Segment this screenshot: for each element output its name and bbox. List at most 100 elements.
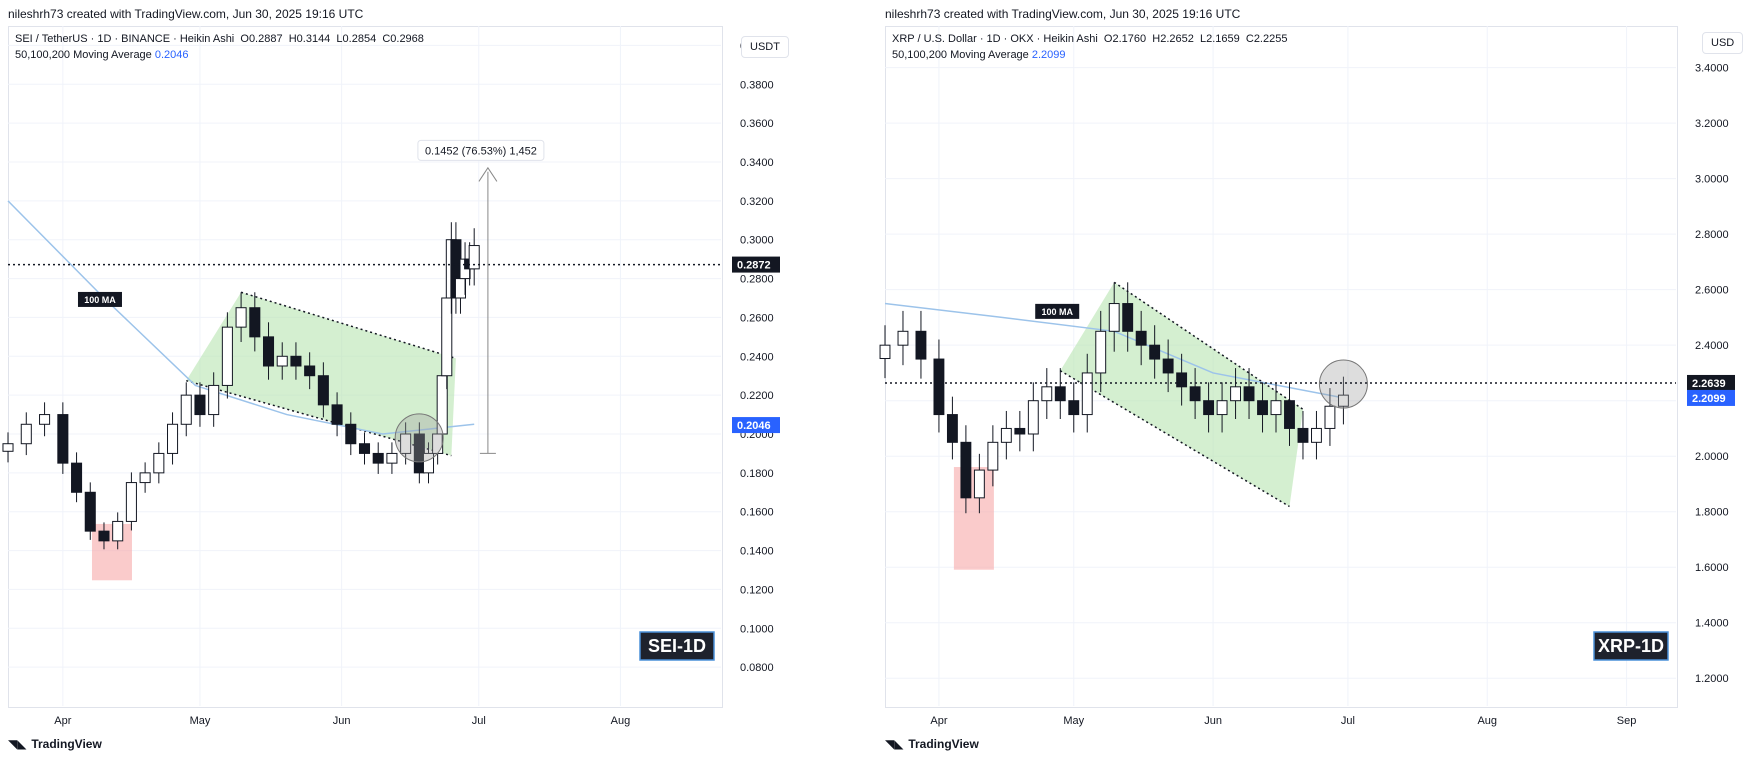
candle-body	[1324, 405, 1336, 429]
candle-body	[276, 355, 288, 367]
xrp-ma-legend[interactable]: 50,100,200 Moving Average 2.2099	[892, 49, 1066, 61]
candle-body	[153, 452, 165, 474]
candle-body	[84, 491, 96, 532]
y-tick-label: 0.2200	[740, 390, 774, 402]
candle-body	[441, 297, 453, 377]
candle-body	[386, 452, 398, 464]
candle-body	[946, 414, 958, 443]
y-tick-label: 0.1400	[740, 546, 774, 558]
breakout-circle	[1318, 359, 1368, 409]
candle-body	[1149, 344, 1161, 360]
candle-body	[1337, 394, 1349, 407]
y-tick-label: 0.1200	[740, 584, 774, 596]
y-tick-label: 3.2000	[1695, 118, 1729, 130]
ma-value: 2.2099	[1031, 49, 1066, 61]
x-tick-label: Jul	[472, 715, 486, 727]
sei-chart-svg[interactable]: 0.0800 0.1000 0.1200 0.1400 0.1600 0.1800 0.20…	[0, 0, 785, 765]
x-tick-label: Apr	[54, 715, 71, 727]
x-tick-label: Jul	[1341, 715, 1355, 727]
high-value: 2.2652	[1160, 33, 1194, 45]
candle-body	[1230, 386, 1242, 402]
candle-body	[290, 355, 302, 367]
symbol-text: SEI / TetherUS · 1D · BINANCE · Heikin A…	[15, 33, 235, 45]
candle-body	[317, 375, 329, 406]
candle-body	[1203, 400, 1215, 416]
candle-body	[39, 414, 51, 425]
candle-body	[304, 365, 316, 377]
candle-body	[1108, 303, 1120, 332]
y-tick-label: 0.3200	[740, 196, 774, 208]
candle-body	[1014, 427, 1026, 435]
symbol-text: XRP / U.S. Dollar · 1D · OKX · Heikin As…	[892, 33, 1098, 45]
candle-body	[1135, 330, 1147, 346]
candle-body	[139, 472, 151, 484]
y-tick-label: 1.6000	[1695, 562, 1729, 574]
y-tick-label: 1.2000	[1695, 673, 1729, 685]
ma-100-line	[7, 200, 475, 435]
tradingview-footer[interactable]: ◥◣ TradingView	[885, 737, 979, 751]
breakout-circle	[394, 413, 444, 463]
candle-body	[167, 423, 179, 454]
y-tick-label: 2.6000	[1695, 285, 1729, 297]
xrp-symbol-line: XRP / U.S. Dollar · 1D · OKX · Heikin As…	[892, 33, 1288, 45]
candle-body	[1000, 427, 1012, 443]
support-zone	[953, 467, 994, 570]
channel-lower-line	[186, 379, 452, 457]
watermark-bg	[1593, 631, 1669, 661]
x-tick-label: May	[1063, 715, 1084, 727]
y-tick-label: 2.4000	[1695, 340, 1729, 352]
candle-body	[400, 433, 412, 454]
candle-body	[71, 462, 83, 493]
sei-ma-legend[interactable]: 50,100,200 Moving Average 0.2046	[15, 49, 189, 61]
creator-line: nileshrh73 created with TradingView.com,…	[8, 7, 364, 21]
ma-tag-bg	[77, 291, 122, 307]
low-value: 0.2854	[342, 33, 377, 45]
tradingview-footer[interactable]: ◥◣ TradingView	[8, 737, 102, 751]
sei-plot-area[interactable]	[8, 26, 723, 708]
y-tick-label: 0.0800	[740, 662, 774, 674]
y-tick-label: 0.3000	[740, 235, 774, 247]
candle-body	[98, 530, 110, 542]
candle-body	[454, 278, 467, 299]
candle-body	[1122, 303, 1134, 332]
ma-value: 0.2046	[154, 49, 189, 61]
sei-symbol-line: SEI / TetherUS · 1D · BINANCE · Heikin A…	[15, 33, 424, 45]
footer-brand: TradingView	[908, 737, 979, 751]
currency-button[interactable]: USD	[1702, 32, 1744, 54]
candle-body	[358, 443, 371, 454]
y-tick-label: 0.2400	[740, 351, 774, 363]
ma-title: 50,100,200 Moving Average	[892, 49, 1029, 61]
last-price-label: 0.2872	[737, 260, 771, 272]
ma-price-label: 2.2099	[1692, 393, 1726, 405]
measure-arrow	[478, 166, 498, 182]
last-price-label: 2.2639	[1692, 378, 1726, 390]
y-tick-label: 1.8000	[1695, 507, 1729, 519]
candle-body	[1284, 400, 1295, 429]
candle-body	[987, 441, 999, 471]
candle-body	[915, 330, 927, 360]
ma-tag-label: 100 MA	[1041, 307, 1073, 317]
y-tick-label: 0.2600	[740, 312, 774, 324]
currency-button[interactable]: USDT	[741, 36, 789, 58]
x-tick-label: Apr	[930, 715, 947, 727]
candle-body	[1189, 386, 1201, 402]
x-tick-label: Jun	[1204, 715, 1222, 727]
xrp-chart-panel: nileshrh73 created with TradingView.com,…	[877, 0, 1750, 765]
x-tick-label: May	[190, 715, 211, 727]
candle-body	[1081, 372, 1093, 416]
watermark-bg	[639, 631, 715, 661]
candle-body	[125, 482, 137, 522]
sei-chart-panel: nileshrh73 created with TradingView.com,…	[0, 0, 789, 765]
candle-body	[2, 443, 14, 452]
y-tick-label: 2.0000	[1695, 451, 1729, 463]
y-tick-label: 0.1000	[740, 623, 774, 635]
tradingview-logo-icon: ◥◣	[8, 737, 27, 751]
candle-body	[235, 307, 247, 328]
candle-body	[57, 414, 69, 464]
y-tick-label: 2.8000	[1695, 229, 1729, 241]
measure-label: 0.1452 (76.53%) 1,452	[425, 145, 537, 157]
last-price-label-bg	[732, 256, 780, 273]
candle-body	[1257, 400, 1268, 416]
xrp-chart-svg[interactable]: 1.20001.40001.60001.80002.00002.20002.40…	[877, 0, 1750, 765]
candle-body	[422, 452, 435, 474]
